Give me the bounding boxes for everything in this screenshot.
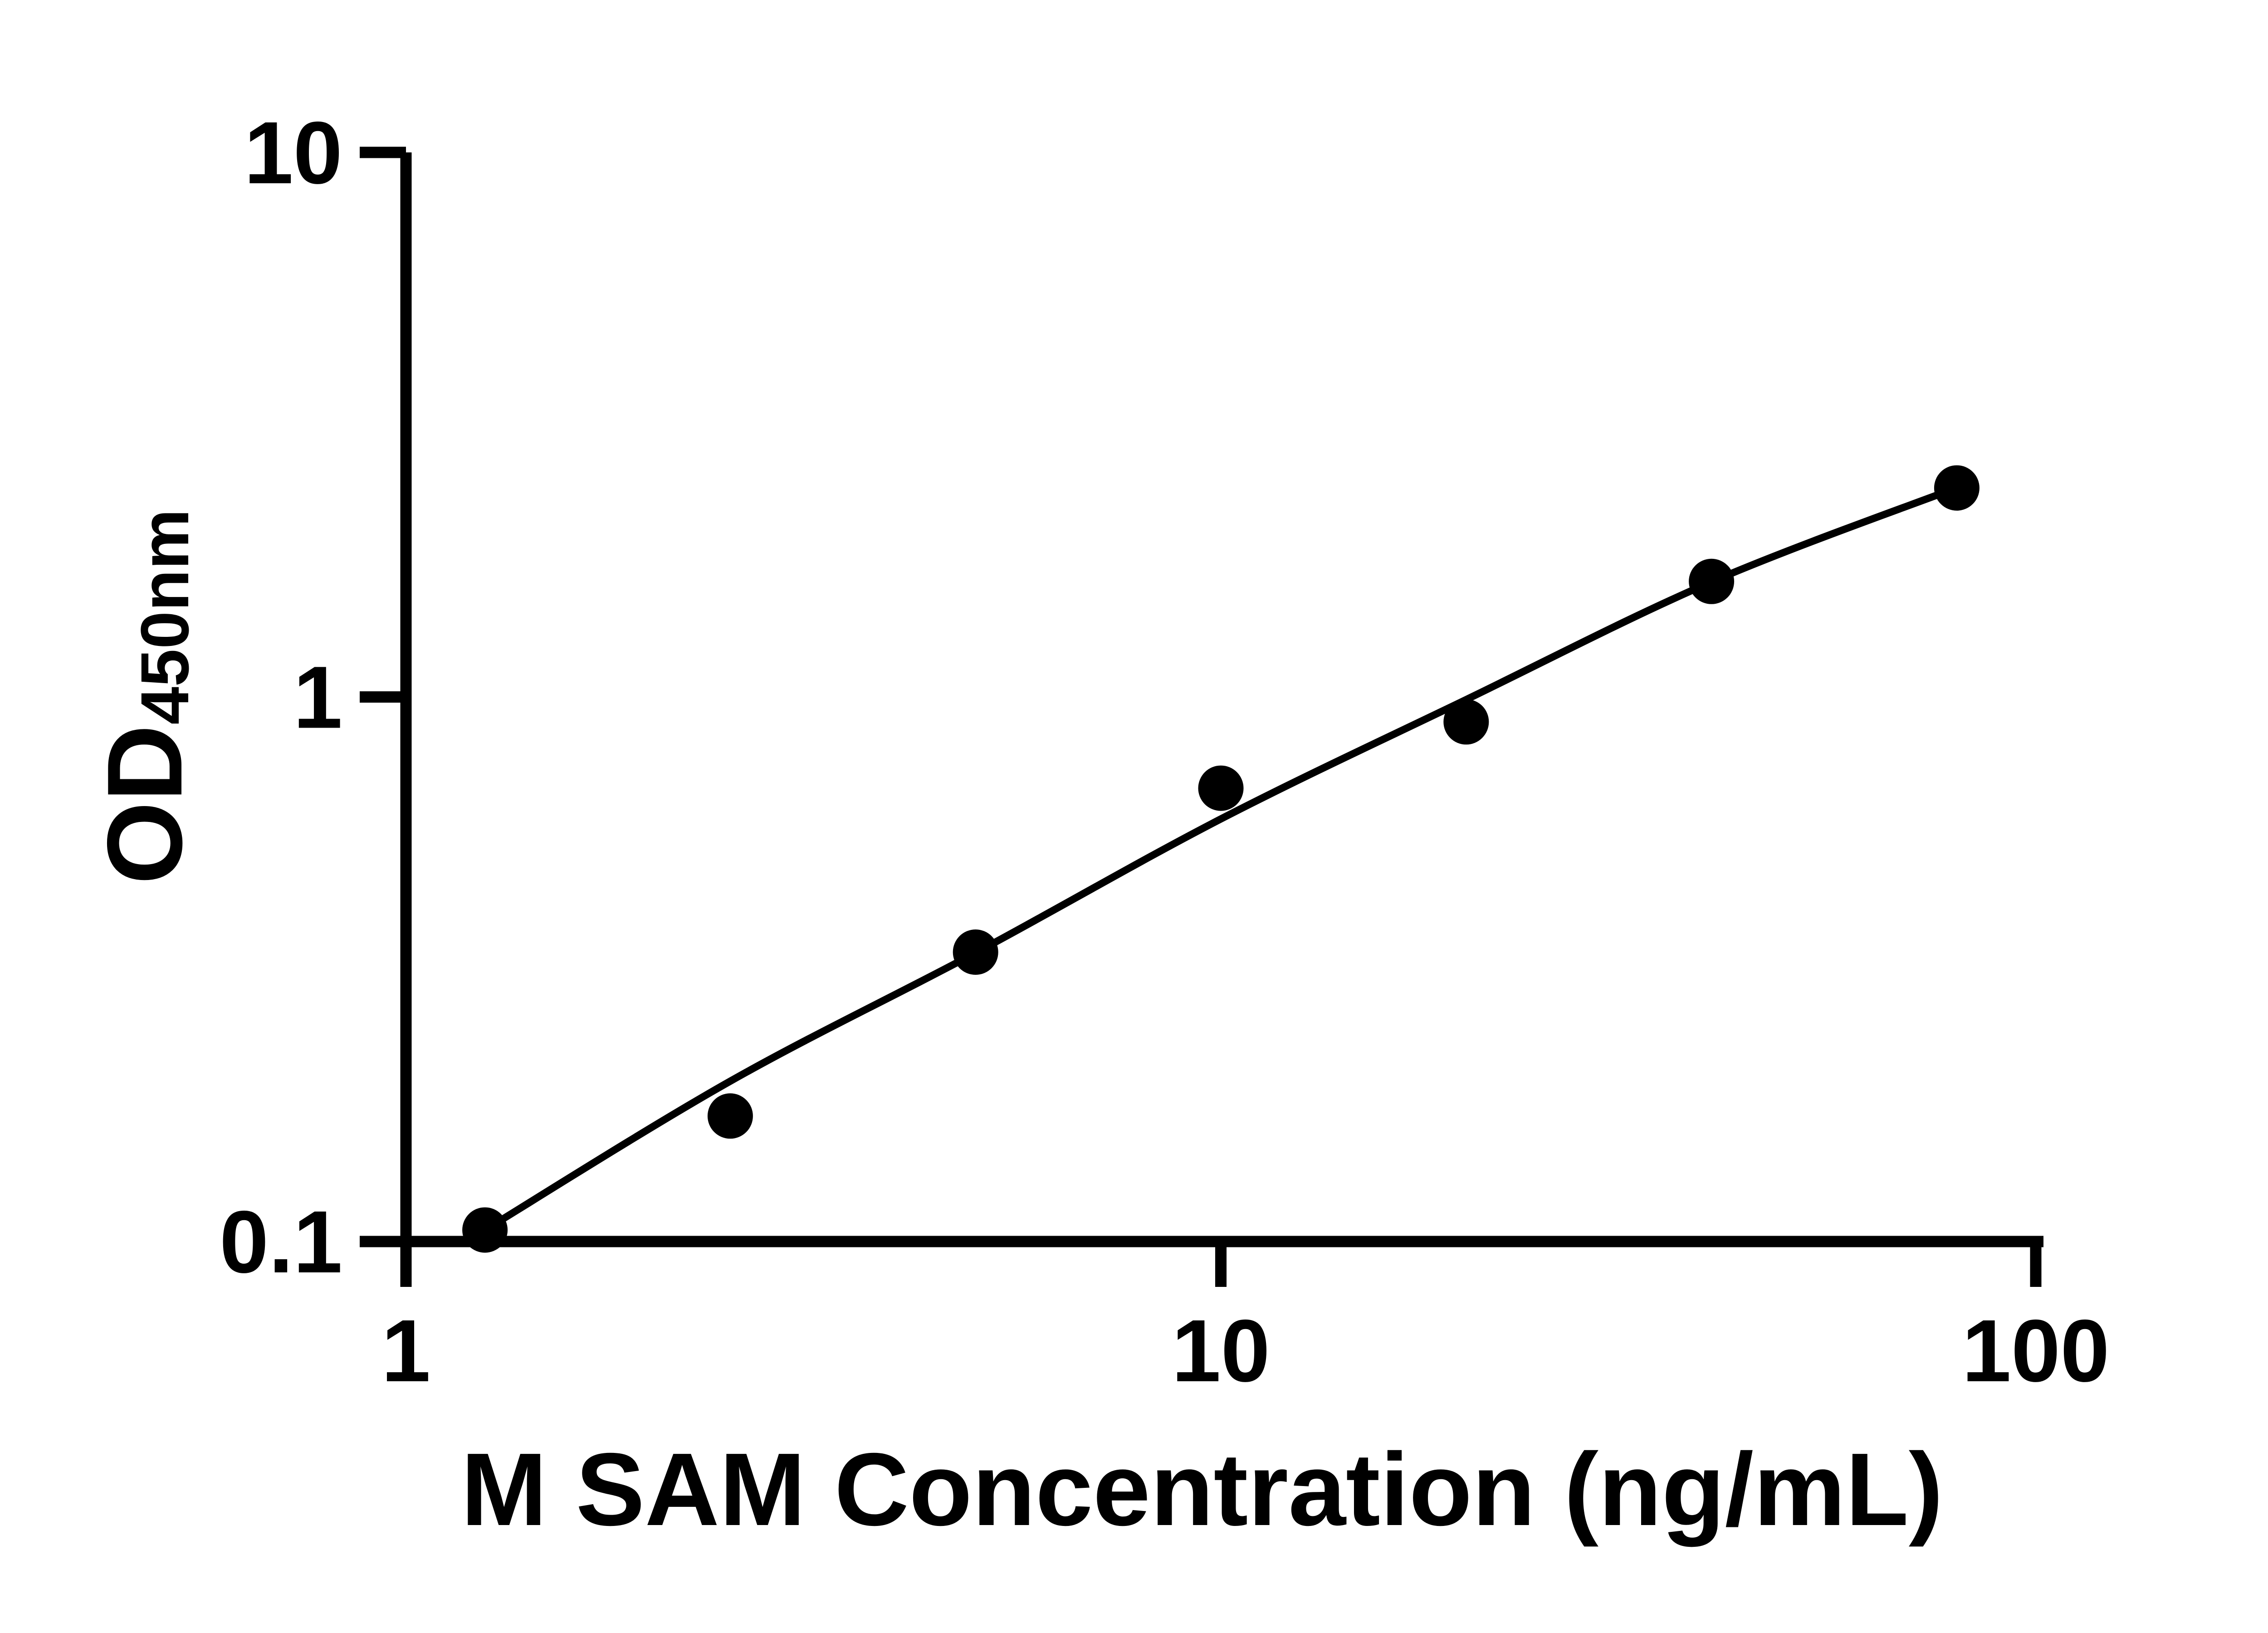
data-point <box>953 929 998 975</box>
y-tick-label: 10 <box>244 103 342 202</box>
y-tick-label: 0.1 <box>220 1193 342 1291</box>
data-point <box>707 1093 753 1139</box>
data-point <box>1934 465 1980 511</box>
data-points <box>462 465 1980 1253</box>
data-point <box>1443 699 1489 745</box>
x-axis-title: M SAM Concentration (ng/mL) <box>461 1432 1943 1547</box>
data-point <box>1689 558 1735 604</box>
y-axis-title-main: OD <box>85 724 204 885</box>
data-point <box>1198 765 1244 811</box>
y-axis-title-subscript: 450nm <box>127 509 203 724</box>
x-tick-label: 100 <box>1962 1301 2109 1400</box>
data-point <box>462 1207 508 1253</box>
axes <box>360 147 2043 1287</box>
x-tick-label: 1 <box>381 1301 430 1400</box>
y-tick-label: 1 <box>293 648 342 747</box>
x-tick-label: 10 <box>1172 1301 1270 1400</box>
fit-curve-line <box>481 484 1960 1234</box>
tick-labels: 0.1 1 10 1 10 100 <box>220 103 2110 1400</box>
y-axis-title: OD450nm <box>85 509 204 885</box>
